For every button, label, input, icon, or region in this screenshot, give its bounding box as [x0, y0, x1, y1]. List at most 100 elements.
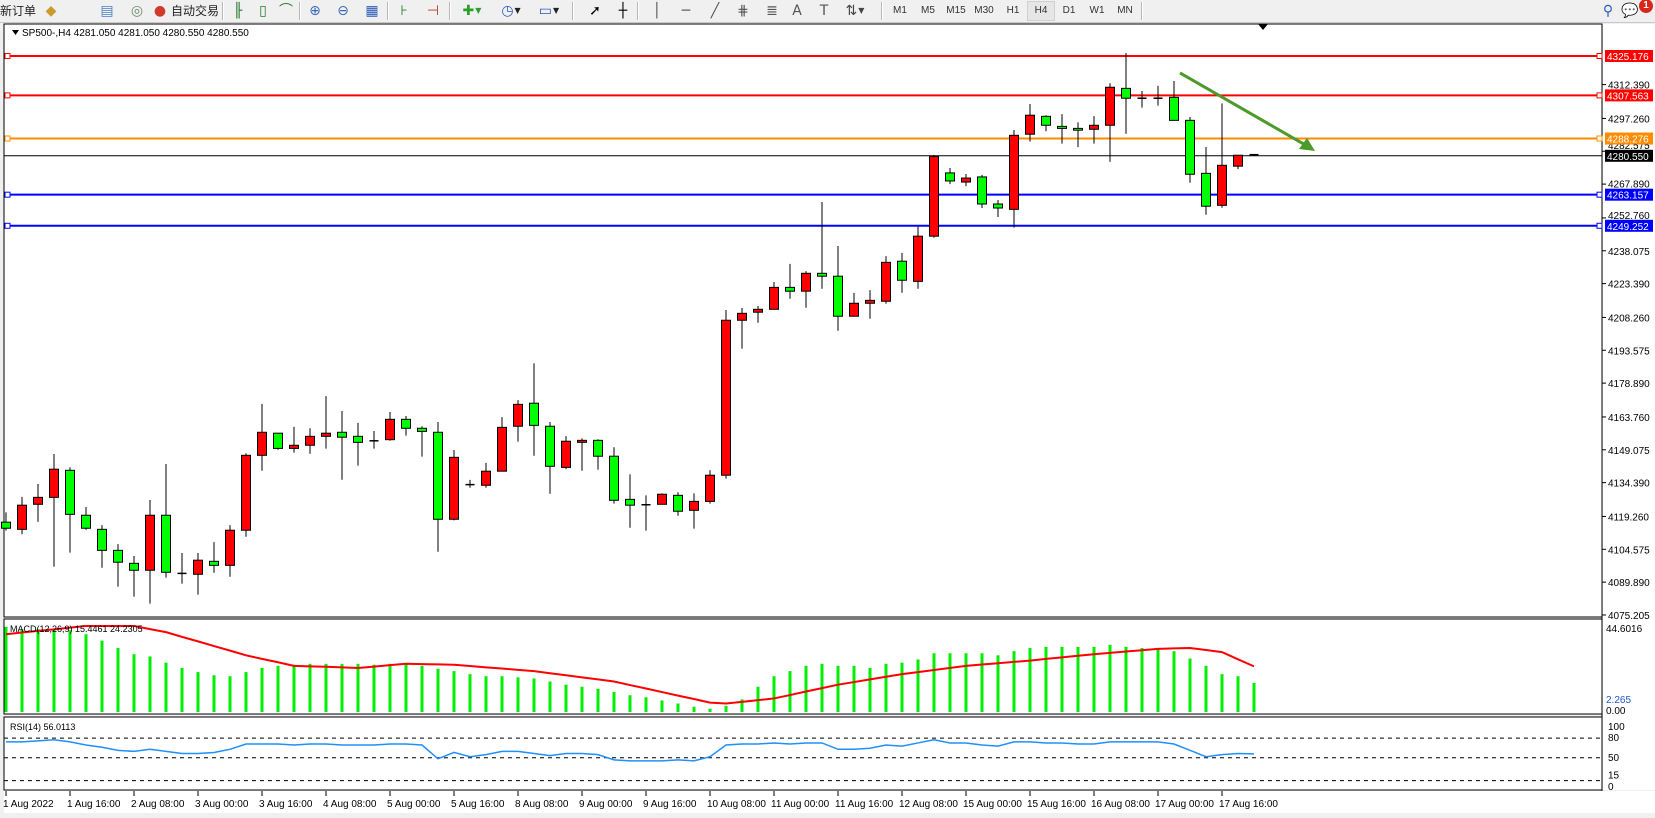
toolbar-separator [222, 2, 224, 20]
signals-icon[interactable]: ◎ [130, 3, 144, 19]
candle-body [705, 474, 715, 502]
candle-body [273, 432, 283, 449]
candle [801, 271, 811, 308]
timeframe-m5[interactable]: M5 [921, 5, 935, 16]
search-icon[interactable]: ⚲ [1602, 3, 1614, 19]
text-label-icon[interactable]: T [819, 3, 829, 19]
macd-histogram-bar [548, 681, 552, 712]
vertical-line-icon[interactable]: │ [652, 3, 662, 19]
templates-icon[interactable]: ▭ ▼ [538, 3, 560, 19]
auto-trading-icon[interactable]: ● [153, 3, 167, 19]
crosshair-icon[interactable]: ┼ [618, 3, 628, 19]
cursor-icon[interactable]: ➚ [589, 3, 601, 19]
candle [289, 426, 299, 453]
candle [33, 483, 43, 522]
line-chart-icon[interactable]: ⌒ [279, 3, 293, 19]
time-tick-label: 17 Aug 16:00 [1219, 799, 1278, 810]
candle-body [113, 549, 123, 563]
indicators-icon[interactable]: ✚ ▼ [462, 3, 482, 19]
candle-body [977, 176, 987, 205]
trendline-icon[interactable]: ╱ [710, 3, 720, 19]
candle [769, 282, 779, 310]
macd-histogram-bar [980, 653, 984, 712]
macd-histogram-bar [228, 676, 232, 712]
chart-shift-marker[interactable] [1258, 24, 1268, 30]
level-handle-left [4, 92, 11, 99]
horizontal-line-icon[interactable]: ─ [681, 3, 691, 19]
bar-chart-icon[interactable]: ╟ [233, 3, 243, 19]
macd-histogram-bar [4, 626, 8, 712]
market-watch-icon[interactable]: ◆ [45, 3, 57, 19]
navigator-icon[interactable]: ▤ [100, 3, 114, 19]
candle [1041, 115, 1051, 132]
macd-axis-top: 44.6016 [1606, 624, 1643, 635]
notifications-icon[interactable]: 💬 [1621, 3, 1639, 19]
candle [849, 292, 859, 317]
time-tick-label: 1 Aug 2022 [3, 799, 54, 810]
timeframe-mn[interactable]: MN [1117, 5, 1133, 16]
macd-histogram-bar [324, 663, 328, 712]
text-icon[interactable]: A [792, 3, 802, 19]
macd-histogram-bar [84, 634, 88, 712]
candle [913, 226, 923, 289]
candle-body [1, 521, 11, 529]
timeframe-m1[interactable]: M1 [893, 5, 907, 16]
timeframe-h4[interactable]: H4 [1027, 1, 1055, 21]
macd-histogram-bar [244, 672, 248, 712]
fibonacci-fan-icon[interactable]: ≣ [766, 3, 778, 19]
zoom-out-icon[interactable]: ⊖ [337, 3, 349, 19]
candle [609, 447, 619, 504]
level-price-tag [1605, 219, 1653, 232]
chart-shift-icon[interactable]: ⊦ [400, 3, 408, 19]
macd-histogram-bar [212, 675, 216, 712]
level-handle-right [1596, 92, 1603, 99]
candle [865, 290, 875, 319]
candle-body [1089, 124, 1099, 130]
level-handle-right [1596, 135, 1603, 142]
macd-histogram-bar [884, 663, 888, 712]
auto-scroll-icon[interactable]: ⊣ [426, 3, 440, 19]
symbol-menu-triangle-icon[interactable] [12, 30, 19, 35]
macd-histogram-bar [276, 665, 280, 712]
candle-body [257, 431, 267, 456]
arrows-icon[interactable]: ⇅ ▼ [845, 3, 865, 19]
time-tick-label: 12 Aug 08:00 [899, 799, 958, 810]
macd-histogram-bar [804, 665, 808, 712]
candle [81, 506, 91, 530]
timeframe-m30[interactable]: M30 [974, 5, 994, 16]
time-tick-label: 11 Aug 00:00 [771, 799, 830, 810]
rsi-line [6, 739, 1255, 762]
candle-body [737, 312, 747, 321]
macd-histogram-bar [1220, 674, 1224, 712]
macd-histogram-bar [500, 676, 504, 712]
candlestick-icon[interactable]: ▯ [259, 3, 267, 19]
candle [593, 439, 603, 470]
zoom-in-icon[interactable]: ⊕ [309, 3, 321, 19]
candle-body [1121, 87, 1131, 99]
tile-windows-icon[interactable]: ▦ [365, 3, 379, 19]
candle-body [865, 299, 875, 304]
periods-icon[interactable]: ◷ ▼ [501, 3, 521, 19]
timeframe-d1[interactable]: D1 [1062, 5, 1076, 16]
candle-body [129, 562, 139, 571]
time-tick-label: 15 Aug 16:00 [1027, 799, 1086, 810]
fibonacci-icon[interactable]: ⋕ [737, 3, 749, 19]
macd-histogram-bar [596, 688, 600, 712]
price-tick-label: 4178.890 [1608, 379, 1650, 390]
candle [977, 174, 987, 209]
new-order-button[interactable]: 新订单 [0, 4, 37, 18]
timeframe-m15[interactable]: M15 [946, 5, 966, 16]
candle [449, 449, 459, 521]
auto-trading-button[interactable]: 自动交易 [171, 4, 220, 18]
price-tick-label: 4252.760 [1608, 211, 1650, 222]
timeframe-h1[interactable]: H1 [1006, 5, 1020, 16]
macd-histogram-bar [68, 630, 72, 712]
candle [993, 199, 1003, 217]
toolbar: 新订单 ◆ ▤ ◎ ● 自动交易 ╟ ▯ ⌒ ⊕ ⊖ ▦ ⊦ ⊣ ✚ ▼ ◷ ▼ ▭… [0, 0, 1655, 23]
price-tick-label: 4119.260 [1608, 512, 1649, 523]
notification-badge: 1 [1639, 0, 1653, 13]
candle-body [225, 529, 235, 566]
candle [897, 252, 907, 293]
timeframe-w1[interactable]: W1 [1089, 5, 1105, 16]
